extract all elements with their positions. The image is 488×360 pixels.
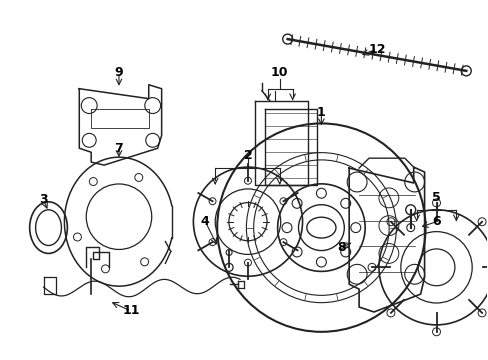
Text: 7: 7 bbox=[114, 142, 123, 155]
Text: 12: 12 bbox=[367, 42, 385, 55]
Text: 9: 9 bbox=[114, 66, 123, 79]
Text: 11: 11 bbox=[122, 305, 140, 318]
Text: 8: 8 bbox=[336, 241, 345, 254]
Text: 10: 10 bbox=[270, 66, 288, 79]
Text: 3: 3 bbox=[39, 193, 48, 206]
Text: 2: 2 bbox=[243, 149, 252, 162]
Text: 1: 1 bbox=[316, 106, 325, 119]
Text: 6: 6 bbox=[431, 215, 440, 228]
Text: 4: 4 bbox=[201, 215, 209, 228]
Text: 5: 5 bbox=[431, 192, 440, 204]
